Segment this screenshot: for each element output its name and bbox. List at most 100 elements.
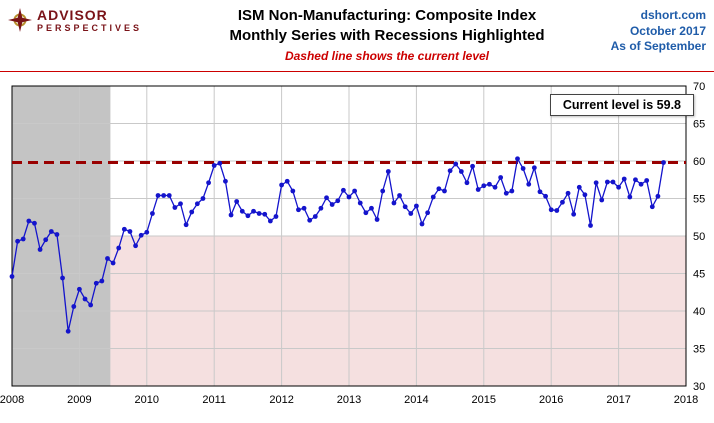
data-point — [82, 296, 88, 302]
data-point — [430, 194, 436, 200]
data-point — [121, 226, 127, 232]
data-point — [520, 166, 526, 171]
data-point — [655, 193, 661, 199]
data-point — [93, 280, 99, 286]
data-point — [329, 202, 335, 207]
data-point — [633, 177, 638, 183]
data-point — [223, 178, 228, 184]
data-point — [172, 205, 178, 210]
data-point — [425, 210, 431, 216]
header: ADVISOR PERSPECTIVES ISM Non-Manufacturi… — [0, 0, 714, 72]
data-point — [481, 183, 487, 189]
data-point — [65, 328, 71, 334]
data-point — [352, 188, 358, 194]
data-point — [133, 243, 138, 249]
data-point — [515, 156, 520, 162]
data-point — [217, 160, 223, 166]
data-point — [627, 194, 633, 200]
data-point — [138, 232, 144, 238]
data-point — [397, 193, 402, 198]
source-date: October 2017 — [629, 23, 706, 38]
data-point — [503, 190, 509, 196]
data-point — [419, 221, 425, 227]
data-point — [32, 220, 37, 226]
data-point — [509, 188, 515, 194]
data-point — [296, 207, 301, 213]
data-point — [531, 165, 537, 171]
data-point — [402, 204, 408, 210]
y-tick-label: 65 — [693, 119, 705, 131]
data-point — [599, 197, 605, 203]
data-point — [20, 236, 26, 242]
y-tick-label: 60 — [693, 156, 705, 168]
y-tick-label: 30 — [693, 381, 705, 393]
plot-border — [11, 85, 687, 387]
data-point — [194, 201, 200, 207]
y-tick-label: 55 — [693, 194, 705, 206]
x-tick-label: 2011 — [202, 394, 226, 406]
data-point — [644, 178, 650, 183]
data-point — [604, 179, 610, 185]
data-point — [470, 163, 475, 169]
data-point — [610, 179, 616, 185]
data-point — [284, 178, 290, 184]
data-point — [307, 217, 313, 223]
data-point — [273, 214, 279, 219]
data-point — [26, 218, 32, 224]
title-block: ISM Non-Manufacturing: Composite Index M… — [188, 6, 586, 63]
data-point — [453, 161, 459, 167]
data-point — [492, 184, 498, 190]
data-point — [537, 189, 543, 195]
data-point — [267, 218, 273, 224]
data-point — [391, 200, 397, 206]
data-point — [234, 199, 240, 204]
data-point — [251, 208, 256, 214]
data-point — [144, 229, 150, 235]
data-point — [436, 186, 442, 192]
data-point — [335, 198, 341, 204]
x-tick-label: 2012 — [269, 394, 293, 406]
logo-text: ADVISOR PERSPECTIVES — [37, 8, 142, 33]
advisor-perspectives-logo: ADVISOR PERSPECTIVES — [8, 8, 188, 37]
source-block: dshort.com October 2017 As of September — [586, 8, 706, 55]
data-point — [554, 208, 560, 213]
x-tick-label: 2017 — [606, 394, 630, 406]
y-tick-label: 40 — [693, 306, 705, 318]
data-point — [166, 193, 172, 198]
data-point — [71, 304, 77, 309]
data-point — [110, 260, 116, 266]
chart-title-line2: Monthly Series with Recessions Highlight… — [229, 27, 545, 45]
data-point — [447, 168, 453, 174]
data-point — [593, 180, 599, 186]
chart-subtitle: Dashed line shows the current level — [284, 48, 490, 63]
data-point — [15, 238, 21, 244]
chart-area: 30 35 40 45 50 55 60 65 70 2008 2009 2010 2011 2012 20… — [0, 72, 714, 422]
y-tick-label: 70 — [693, 81, 705, 93]
y-tick-label: 45 — [693, 269, 705, 281]
data-point — [548, 207, 554, 213]
data-point — [408, 211, 414, 216]
data-point — [526, 181, 532, 187]
compass-icon — [8, 8, 32, 37]
data-point — [661, 160, 666, 165]
data-point — [458, 169, 464, 174]
data-point — [324, 195, 329, 201]
ism-line-chart: 30 35 40 45 50 55 60 65 70 2008 2009 2010 2011 2012 20… — [0, 81, 705, 406]
source-asof: As of September — [610, 39, 706, 54]
data-point — [588, 223, 593, 228]
data-point — [127, 229, 133, 234]
data-point — [363, 210, 369, 216]
x-tick-label: 2013 — [337, 394, 361, 406]
data-point — [279, 182, 284, 188]
current-level-annotation: Current level is 59.8 — [549, 94, 694, 116]
data-point — [369, 205, 374, 211]
data-point — [256, 211, 262, 216]
data-point — [116, 245, 122, 251]
data-point — [582, 192, 588, 198]
x-tick-label: 2014 — [404, 394, 428, 406]
data-point — [380, 188, 386, 194]
data-point — [99, 278, 105, 284]
data-point — [54, 232, 60, 237]
data-point — [245, 213, 251, 219]
x-tick-label: 2016 — [539, 394, 563, 406]
